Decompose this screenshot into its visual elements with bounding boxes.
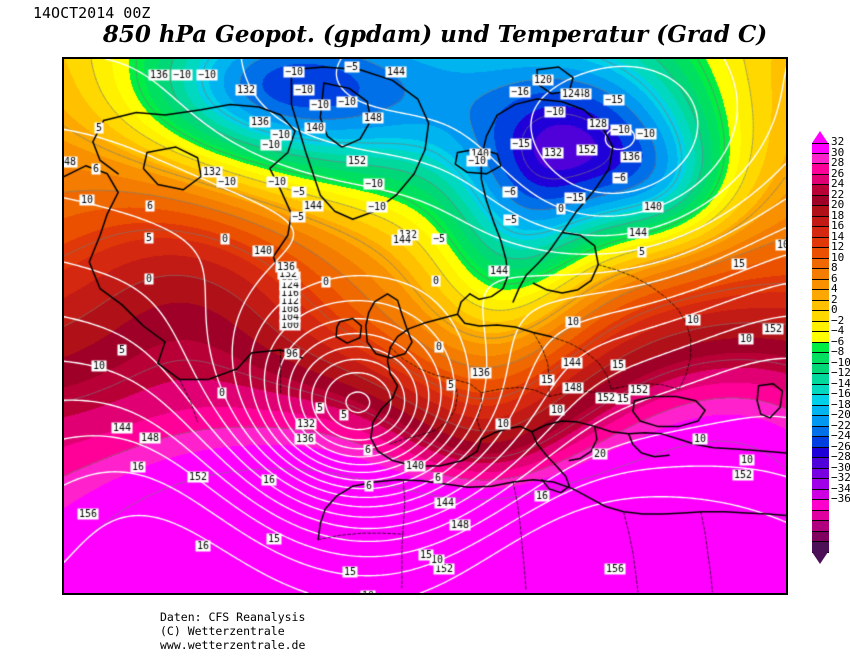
legend-color-bands [812,143,829,553]
footer-data-source: Daten: CFS Reanalysis [160,610,306,624]
legend-band [812,321,829,332]
legend-tick: −26 [831,439,850,453]
legend-band [812,248,829,259]
legend-tick: 30 [831,145,845,159]
legend-tick: 10 [831,250,845,264]
temperature-color-legend: 32 30 28 26 24 22 20 18 16 14 12 10 8 6 4 2 0 −2 −4 −6 −8 −10… [806,131,850,564]
legend-tick: −6 [831,334,845,348]
legend-band [812,311,829,322]
legend-tick: 12 [831,240,845,253]
legend-band [812,500,829,511]
legend-tick: 18 [831,208,845,222]
legend-band [812,416,829,427]
legend-band [812,521,829,532]
legend-band [812,143,829,154]
legend-tick: 14 [831,229,845,243]
legend-band [812,185,829,196]
legend-bottom-arrow-icon [812,551,828,564]
page-title: 850 hPa Geopot. (gpdam) und Temperatur (… [102,21,768,48]
legend-band [812,374,829,385]
legend-band [812,153,829,164]
legend-tick: 32 [831,135,845,148]
legend-tick-labels: 32 30 28 26 24 22 20 18 16 14 12 10 8 6 4 2 0 −2 −4 −6 −8 −10… [831,135,850,505]
legend-band [812,447,829,458]
legend-band [812,458,829,469]
legend-band [812,290,829,301]
legend-tick: 16 [831,219,845,232]
footer-credits: Daten: CFS Reanalysis (C) Wetterzentrale… [160,610,305,652]
legend-tick: 0 [831,303,838,316]
legend-tick: −30 [831,460,850,474]
legend-band [812,342,829,353]
legend-tick: −34 [831,481,850,495]
legend-tick: 4 [831,282,838,295]
footer-website[interactable]: www.wetterzentrale.de [160,638,306,652]
footer-copyright: (C) Wetterzentrale [160,624,285,638]
legend-tick: −8 [831,345,845,358]
legend-band [812,405,829,416]
legend-tick: −22 [831,418,850,432]
legend-top-arrow-icon [812,131,828,143]
legend-tick: −28 [831,450,850,463]
legend-tick: 20 [831,198,845,211]
legend-tick: −14 [831,376,850,390]
legend-band [812,279,829,290]
legend-band [812,258,829,269]
legend-band [812,426,829,437]
legend-band [812,164,829,175]
legend-tick: −2 [831,313,845,327]
legend-tick: −32 [831,471,850,484]
legend-band [812,174,829,185]
legend-tick: −16 [831,387,850,400]
legend-band [812,227,829,238]
legend-band [812,332,829,343]
weather-map-canvas[interactable] [64,59,786,593]
legend-band [812,353,829,364]
legend-band [812,206,829,217]
legend-tick: −12 [831,366,850,379]
legend-band [812,216,829,227]
legend-band [812,300,829,311]
legend-tick: −10 [831,355,850,369]
legend-tick: −36 [831,492,850,505]
legend-tick: 6 [831,271,838,285]
date-stamp: 14OCT2014 00Z [33,4,151,22]
legend-tick: −20 [831,408,850,421]
legend-band [812,468,829,479]
legend-tick: 28 [831,156,845,169]
legend-tick: 26 [831,166,845,180]
legend-tick: 8 [831,261,838,274]
legend-band [812,489,829,500]
legend-band [812,395,829,406]
legend-band [812,195,829,206]
legend-tick: 22 [831,187,845,201]
legend-band [812,531,829,542]
map-frame[interactable] [62,57,788,595]
legend-tick: −24 [831,429,850,442]
legend-band [812,384,829,395]
legend-tick: −4 [831,324,845,337]
legend-tick: 2 [831,292,838,306]
legend-band [812,479,829,490]
legend-band [812,269,829,280]
legend-band [812,363,829,374]
legend-band [812,437,829,448]
legend-band [812,237,829,248]
legend-band [812,510,829,521]
legend-tick: 24 [831,177,845,190]
legend-tick: −18 [831,397,850,411]
